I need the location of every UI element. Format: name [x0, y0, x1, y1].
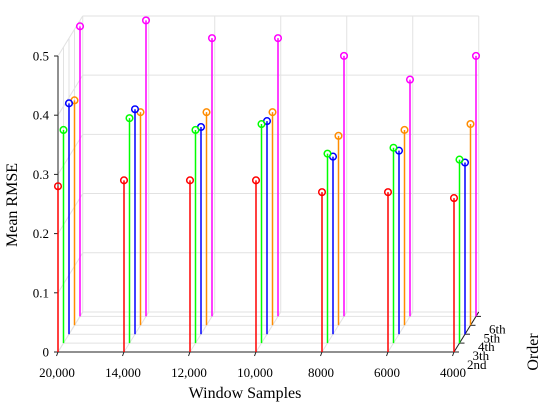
y-tick-label: 0.2	[33, 226, 49, 241]
order-axis-label: Order	[525, 333, 542, 371]
x-tick-mark	[386, 351, 389, 357]
stem-marker	[185, 176, 195, 185]
tick-labels: 20,000 14,000 12,000 10,000 8000 6000 4000 0 0.1…	[33, 49, 506, 381]
gridline-floor-depth	[321, 311, 348, 353]
gridline-side-horizontal	[57, 74, 84, 116]
y-tick-label: 0.3	[33, 167, 49, 182]
gridline-floor-depth	[123, 311, 150, 353]
stem-marker	[339, 51, 349, 60]
stem-marker	[466, 119, 475, 129]
stems	[53, 16, 481, 352]
stem-marker	[130, 105, 140, 114]
order-tick-label: 5th	[484, 330, 501, 345]
stem-marker	[191, 125, 200, 135]
stem-marker	[334, 131, 343, 140]
stem-marker	[317, 188, 327, 197]
order-tick-label: 3th	[473, 348, 490, 363]
stem-marker	[383, 188, 393, 197]
stem-marker	[471, 51, 481, 60]
gridline-side-horizontal	[57, 252, 84, 294]
stem-marker	[251, 176, 261, 185]
y-tick-label: 0.5	[33, 49, 49, 64]
x-axis-label: Window Samples	[189, 385, 302, 402]
x-tick-label: 10,000	[237, 365, 273, 380]
stem-marker	[75, 22, 85, 31]
gridline-side-horizontal	[57, 15, 84, 57]
stem-marker	[207, 34, 217, 43]
x-tick-mark	[452, 351, 455, 357]
y-tick-label: 0.1	[33, 285, 49, 300]
stem-marker	[64, 99, 74, 108]
stem-marker	[405, 75, 415, 84]
y-tick-label: 0.4	[33, 108, 50, 123]
y-axis-label: Mean RMSE	[4, 163, 21, 247]
stem-marker	[449, 194, 459, 203]
stem-marker	[273, 34, 283, 43]
x-tick-label: 12,000	[171, 365, 207, 380]
order-tick-label: 4th	[478, 339, 495, 354]
stem-marker	[257, 120, 266, 129]
gridline-floor-depth	[57, 311, 84, 353]
x-tick-mark	[122, 351, 125, 357]
gridline-side-horizontal	[57, 134, 84, 175]
y-tick-label: 0	[43, 345, 50, 360]
stem-marker	[455, 155, 464, 164]
stem-marker	[202, 108, 211, 117]
order-tick-label: 6th	[489, 321, 506, 336]
x-tick-mark	[320, 351, 323, 357]
gridline-floor-depth	[189, 311, 216, 353]
stem-marker	[119, 176, 129, 185]
stem-marker	[389, 143, 398, 152]
x-tick-label: 4000	[440, 365, 466, 380]
stem-marker	[268, 108, 277, 117]
x-tick-label: 20,000	[39, 365, 75, 380]
x-tick-mark	[56, 351, 59, 357]
stem-marker	[141, 16, 151, 25]
gridline-floor-depth	[255, 311, 282, 353]
x-tick-label: 8000	[308, 365, 334, 380]
order-axis-line	[453, 311, 480, 353]
stem-marker	[53, 182, 63, 191]
stem-marker	[400, 125, 409, 134]
x-tick-label: 6000	[374, 365, 400, 380]
x-tick-mark	[188, 351, 191, 357]
x-tick-label: 14,000	[105, 365, 141, 380]
x-tick-mark	[254, 351, 257, 357]
gridline-floor-depth	[387, 311, 414, 353]
stem-marker	[59, 125, 68, 135]
stem-marker	[125, 114, 134, 123]
order-tick-label: 2nd	[467, 357, 487, 372]
stem-marker	[323, 149, 332, 158]
gridline-side-horizontal	[57, 193, 84, 234]
